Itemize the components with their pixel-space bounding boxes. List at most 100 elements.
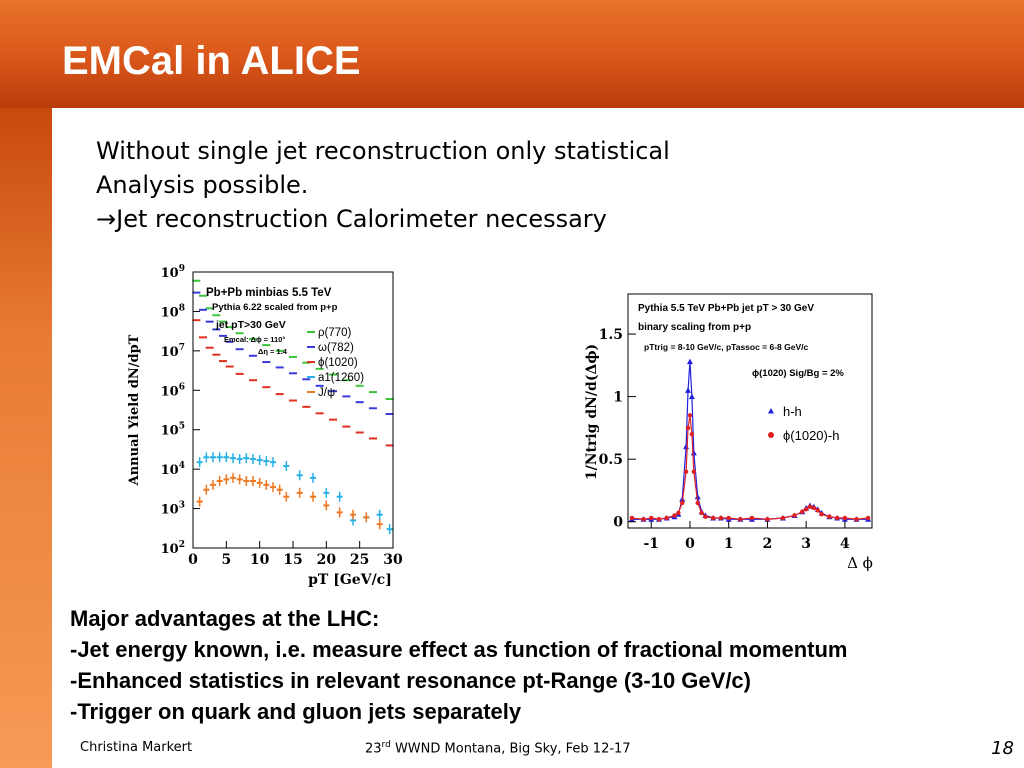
yield-chart-xtick-label: 0 (188, 552, 198, 568)
yield-chart-xtick-label: 25 (350, 552, 369, 568)
correlation-chart-frame (627, 293, 873, 529)
correlation-chart-point (703, 514, 708, 519)
yield-chart-annotation: Emcal: Δϕ = 110° (224, 335, 285, 344)
correlation-chart-point (765, 517, 770, 522)
correlation-chart: -1 0 1 2 3 4 0 0.5 1 1.5 1/Ntrig dN/d(Δϕ) Δ ϕ Pyt… (584, 293, 873, 572)
correlation-chart-point (803, 507, 809, 512)
yield-chart-annotation: Pb+Pb minbias 5.5 TeV (206, 287, 332, 299)
correlation-chart-point (827, 514, 832, 519)
yield-chart-frame (192, 271, 394, 549)
yield-chart-legend-label: ω(782) (318, 342, 354, 354)
correlation-chart-point (649, 515, 654, 521)
correlation-chart-point (664, 515, 669, 521)
slide-title: EMCal in ALICE (62, 39, 361, 83)
correlation-chart-point (687, 413, 693, 418)
correlation-chart-annotation: pTtrig = 8-10 GeV/c, pTassoc = 6-8 GeV/c (644, 342, 809, 352)
correlation-chart-point (683, 443, 690, 450)
slide-content (52, 108, 1024, 768)
correlation-chart-annotation: ϕ(1020) Sig/Bg = 2% (752, 368, 844, 379)
correlation-chart-annotation: Pythia 5.5 TeV Pb+Pb jet pT > 30 GeV (638, 303, 814, 314)
correlation-chart-point (865, 515, 871, 521)
correlation-chart-point (641, 517, 646, 522)
correlation-chart-point (689, 431, 695, 437)
yield-chart-ytick-label: 107 (161, 343, 185, 360)
correlation-chart-point (688, 393, 695, 400)
yield-chart-legend-label: J/ψ (318, 387, 335, 399)
correlation-chart-point (711, 515, 716, 521)
correlation-chart-xtick-label: 0 (685, 536, 695, 552)
correlation-chart-point (854, 517, 859, 522)
yield-chart-ytick-label: 102 (161, 540, 185, 557)
footer-conference-suffix: rd (381, 740, 391, 750)
correlation-chart-point (686, 358, 693, 365)
correlation-chart-point (690, 449, 697, 456)
advantage-item-1: -Jet energy known, i.e. measure effect a… (70, 637, 848, 662)
correlation-chart-point (780, 515, 786, 521)
yield-chart-legend-label: ρ(770) (318, 327, 352, 339)
yield-chart-xtick-label: 15 (283, 552, 302, 568)
footer-conference-number: 23 (365, 741, 382, 757)
yield-chart-xtick-label: 30 (383, 552, 403, 568)
correlation-chart-point (699, 510, 704, 516)
correlation-chart-point (842, 515, 848, 521)
yield-chart: 0 5 10 15 20 25 30 102 103 104 105 106 107 108 109 Ann… (127, 264, 403, 588)
title-bar (0, 0, 1024, 108)
correlation-chart-point (807, 504, 813, 509)
correlation-chart-xtick-label: 1 (724, 536, 734, 552)
correlation-chart-xtick-label: 3 (801, 536, 811, 552)
yield-chart-ytick-label: 103 (161, 501, 185, 518)
yield-chart-annotation: Pythia 6.22 scaled from p+p (212, 302, 338, 313)
yield-chart-xtick-label: 10 (250, 552, 270, 568)
yield-chart-xlabel: pT [GeV/c] (308, 572, 392, 588)
intro-line-1: Without single jet reconstruction only s… (96, 137, 670, 165)
correlation-chart-point (800, 509, 805, 514)
correlation-chart-point (691, 469, 697, 474)
correlation-chart-point (738, 517, 743, 522)
correlation-chart-point (749, 515, 755, 521)
yield-chart-xtick-label: 20 (317, 552, 337, 568)
correlation-chart-xlabel: Δ ϕ (847, 554, 873, 572)
correlation-chart-point (726, 515, 731, 521)
yield-chart-ylabel: Annual Yield dN/dpT (127, 334, 142, 486)
correlation-chart-point (672, 513, 677, 518)
correlation-chart-legend-label: h-h (783, 404, 802, 419)
correlation-chart-xtick-label: 2 (763, 536, 773, 552)
correlation-chart-ylabel: 1/Ntrig dN/d(Δϕ) (584, 344, 600, 480)
correlation-chart-point (811, 505, 817, 511)
correlation-chart-point (656, 517, 662, 522)
correlation-chart-xtick-label: 4 (840, 536, 850, 552)
footer-conference: 23rd WWND Montana, Big Sky, Feb 12-17 (365, 740, 631, 756)
correlation-chart-point (834, 515, 840, 521)
yield-chart-ytick-label: 104 (161, 461, 185, 478)
correlation-chart-point (629, 515, 635, 521)
correlation-chart-point (695, 500, 700, 506)
yield-chart-ytick-label: 109 (161, 264, 185, 281)
correlation-chart-point (685, 425, 691, 431)
yield-chart-xtick-label: 5 (221, 552, 231, 568)
correlation-chart-point (685, 387, 692, 393)
yield-chart-legend-label: ϕ(1020) (318, 357, 358, 369)
footer-conference-text: WWND Montana, Big Sky, Feb 12-17 (390, 741, 631, 757)
correlation-chart-annotation: binary scaling from p+p (638, 322, 751, 333)
yield-chart-annotation: Δη = 1.4 (258, 347, 288, 356)
correlation-chart-legend-label: ϕ(1020)-h (783, 428, 839, 443)
yield-chart-ytick-label: 105 (161, 422, 185, 439)
advantage-item-3: -Trigger on quark and gluon jets separat… (70, 699, 522, 724)
correlation-chart-legend-swatch (768, 408, 774, 414)
correlation-chart-ytick-label: 0 (613, 515, 623, 531)
correlation-chart-point (815, 508, 820, 513)
sidebar-gradient (0, 108, 52, 768)
advantages-heading: Major advantages at the LHC: (70, 606, 380, 631)
correlation-chart-point (694, 493, 701, 500)
yield-chart-ytick-label: 106 (161, 382, 185, 399)
correlation-chart-ytick-label: 1 (613, 390, 623, 406)
correlation-chart-legend-swatch (768, 432, 774, 438)
intro-line-3: →Jet reconstruction Calorimeter necessar… (96, 205, 607, 233)
correlation-chart-point (792, 513, 797, 518)
yield-chart-legend-label: a1(1260) (318, 372, 364, 384)
yield-chart-ytick-label: 108 (161, 303, 185, 320)
yield-chart-annotation: jet pT>30 GeV (215, 319, 286, 331)
advantage-item-2: -Enhanced statistics in relevant resonan… (70, 668, 751, 693)
correlation-chart-point (676, 510, 681, 516)
page-number: 18 (991, 738, 1014, 759)
